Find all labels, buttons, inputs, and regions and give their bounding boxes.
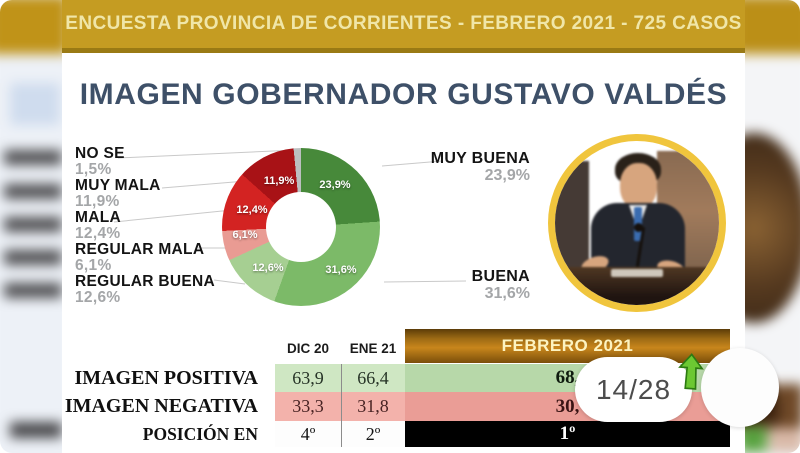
segment-value-label: 12,4% (236, 204, 268, 216)
legend-item-mala: MALA 12,4% (75, 210, 295, 242)
legend-value: 6,1% (75, 257, 112, 274)
donut-hole (266, 192, 336, 262)
legend-value: 12,4% (75, 225, 121, 242)
legend-item-buena: BUENA 31,6% (360, 268, 530, 302)
legend-label: MUY MALA (75, 177, 161, 194)
blurred-edge-left (0, 0, 62, 453)
cell-negativa-ene: 31,8 (341, 392, 405, 421)
legend-value: 11,9% (75, 193, 120, 210)
page-indicator-text: 14/28 (595, 373, 672, 405)
cell-ranking-dic: 4º (275, 421, 341, 447)
cell-ranking-ene: 2º (341, 421, 405, 447)
legend-item-regularmala: REGULAR MALA 6,1% (75, 242, 295, 274)
row-label-imagen-negativa: IMAGEN NEGATIVA (64, 395, 258, 417)
legend-item-regularbuena: REGULAR BUENA 12,6% (75, 274, 295, 306)
segment-value-label: 11,9% (263, 175, 295, 187)
segment-value-label: 12,6% (252, 262, 284, 274)
column-header-dic20: DIC 20 (286, 341, 330, 356)
segment-value-label: 31,6% (325, 264, 357, 276)
cell-negativa-dic: 33,3 (275, 392, 341, 421)
cell-positiva-ene: 66,4 (341, 364, 405, 392)
legend-label: BUENA (471, 268, 530, 285)
row-label-imagen-positiva: IMAGEN POSITIVA (74, 367, 258, 389)
governor-photo (548, 134, 726, 312)
segment-value-label: 23,9% (319, 179, 351, 191)
legend-value: 31,6% (484, 285, 530, 302)
legend-label: NO SE (75, 145, 125, 162)
cell-positiva-dic: 63,9 (275, 364, 341, 392)
column-header-ene21: ENE 21 (349, 341, 397, 356)
legend-item-muymala: MUY MALA 11,9% (75, 178, 295, 210)
legend-label: REGULAR BUENA (75, 273, 215, 290)
legend-value: 23,9% (484, 167, 530, 184)
legend-label: MALA (75, 209, 121, 226)
febrero-header-text: FEBRERO 2021 (501, 336, 634, 355)
page-indicator-pill: 14/28 (575, 357, 692, 422)
segment-value-label: 6,1% (232, 229, 258, 241)
legend-value: 1,5% (75, 161, 112, 178)
donut-chart: 23,9% 31,6% 12,6% 6,1% 12,4% 11,9% (222, 148, 380, 306)
trend-up-icon (678, 353, 704, 390)
survey-slide: ENCUESTA PROVINCIA DE CORRIENTES - FEBRE… (62, 0, 745, 453)
legend-value: 12,6% (75, 289, 121, 306)
legend-label: REGULAR MALA (75, 241, 205, 258)
table-column-divider (341, 364, 342, 447)
page-title: IMAGEN GOBERNADOR GUSTAVO VALDÉS (79, 78, 728, 111)
row-label-posicion-ranking: POSICIÓN EN RANKING (142, 424, 258, 453)
legend-item-nose: NO SE 1,5% (75, 146, 295, 178)
legend-label: MUY BUENA (430, 150, 530, 167)
cell-ranking-feb: 1º (405, 421, 730, 447)
survey-banner-text: ENCUESTA PROVINCIA DE CORRIENTES - FEBRE… (65, 13, 742, 34)
survey-banner: ENCUESTA PROVINCIA DE CORRIENTES - FEBRE… (62, 0, 745, 53)
legend-item-muybuena: MUY BUENA 23,9% (360, 150, 530, 184)
partial-overlay-pill (701, 348, 779, 427)
photo-scene (555, 141, 719, 305)
column-header-febrero2021: FEBRERO 2021 (405, 329, 730, 363)
